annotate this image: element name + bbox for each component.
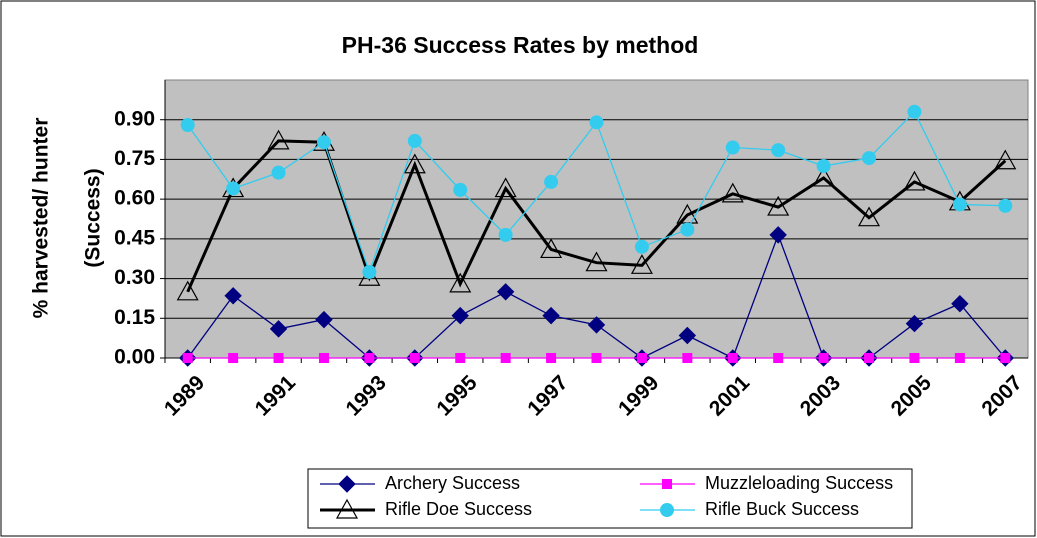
data-point <box>678 326 697 345</box>
data-point <box>591 353 602 363</box>
data-point <box>540 238 563 259</box>
legend-marker <box>335 498 359 519</box>
data-point <box>409 353 420 363</box>
data-point <box>546 353 557 363</box>
chart-title: PH-36 Success Rates by method <box>342 32 699 58</box>
data-point <box>585 251 608 272</box>
data-point <box>767 195 790 216</box>
data-point <box>721 182 744 203</box>
legend-label: Rifle Buck Success <box>705 499 859 519</box>
y-tick-label: 0.30 <box>114 266 155 289</box>
data-point <box>176 280 199 301</box>
data-point <box>267 129 290 150</box>
data-point <box>909 353 920 363</box>
data-point <box>228 353 239 363</box>
data-point <box>907 104 922 119</box>
data-point <box>636 353 647 363</box>
data-point <box>769 226 787 244</box>
data-point <box>903 170 926 191</box>
data-point <box>362 264 377 279</box>
y-tick-label: 0.75 <box>114 147 155 170</box>
data-point <box>727 353 738 363</box>
data-point <box>587 316 606 334</box>
data-point <box>682 353 693 363</box>
data-point <box>182 353 193 363</box>
y-axis-label: % harvested/ hunter <box>30 118 53 319</box>
data-point <box>951 295 969 313</box>
legend-label: Archery Success <box>385 473 520 493</box>
data-point <box>864 353 875 363</box>
data-point <box>226 181 241 196</box>
data-point <box>498 227 513 242</box>
data-point <box>494 177 517 198</box>
y-axis-label: (Success) <box>82 168 105 267</box>
data-point <box>451 306 469 325</box>
y-tick-label: 0.00 <box>114 346 155 369</box>
data-point <box>905 314 924 333</box>
data-point <box>816 159 831 174</box>
data-point <box>812 166 835 187</box>
data-point <box>407 133 422 148</box>
data-point <box>364 353 375 363</box>
data-point <box>449 272 472 293</box>
legend-label: Rifle Doe Success <box>385 499 532 519</box>
data-point <box>952 197 967 212</box>
data-point <box>771 143 786 158</box>
legend-box <box>307 468 913 529</box>
legend-marker <box>660 503 674 517</box>
data-point <box>318 353 329 363</box>
data-point <box>273 353 284 363</box>
y-tick-label: 0.15 <box>114 306 155 329</box>
legend-marker <box>662 479 672 489</box>
data-point <box>453 182 468 197</box>
data-point <box>634 239 649 254</box>
data-point <box>544 174 559 189</box>
data-point <box>315 310 333 329</box>
data-point <box>500 353 511 363</box>
y-tick-label: 0.45 <box>114 226 155 249</box>
data-point <box>403 153 426 174</box>
data-point <box>589 115 604 130</box>
data-point <box>224 287 242 305</box>
data-point <box>269 320 288 338</box>
data-point <box>316 135 331 150</box>
data-point <box>818 353 829 363</box>
legend-label: Muzzleloading Success <box>705 473 893 493</box>
data-point <box>180 118 195 133</box>
data-point <box>680 222 695 237</box>
data-point <box>858 206 881 227</box>
data-point <box>994 149 1017 170</box>
data-point <box>773 353 784 363</box>
data-point <box>725 140 740 155</box>
y-tick-label: 0.60 <box>114 187 155 210</box>
data-point <box>496 283 515 301</box>
data-point <box>542 306 560 325</box>
data-point <box>998 198 1013 213</box>
data-point <box>455 353 466 363</box>
data-point <box>630 254 653 274</box>
legend-marker <box>338 475 356 493</box>
data-point <box>271 165 286 180</box>
y-tick-label: 0.90 <box>114 107 155 130</box>
data-point <box>862 151 877 166</box>
data-point <box>954 353 965 363</box>
data-point <box>1000 353 1011 363</box>
